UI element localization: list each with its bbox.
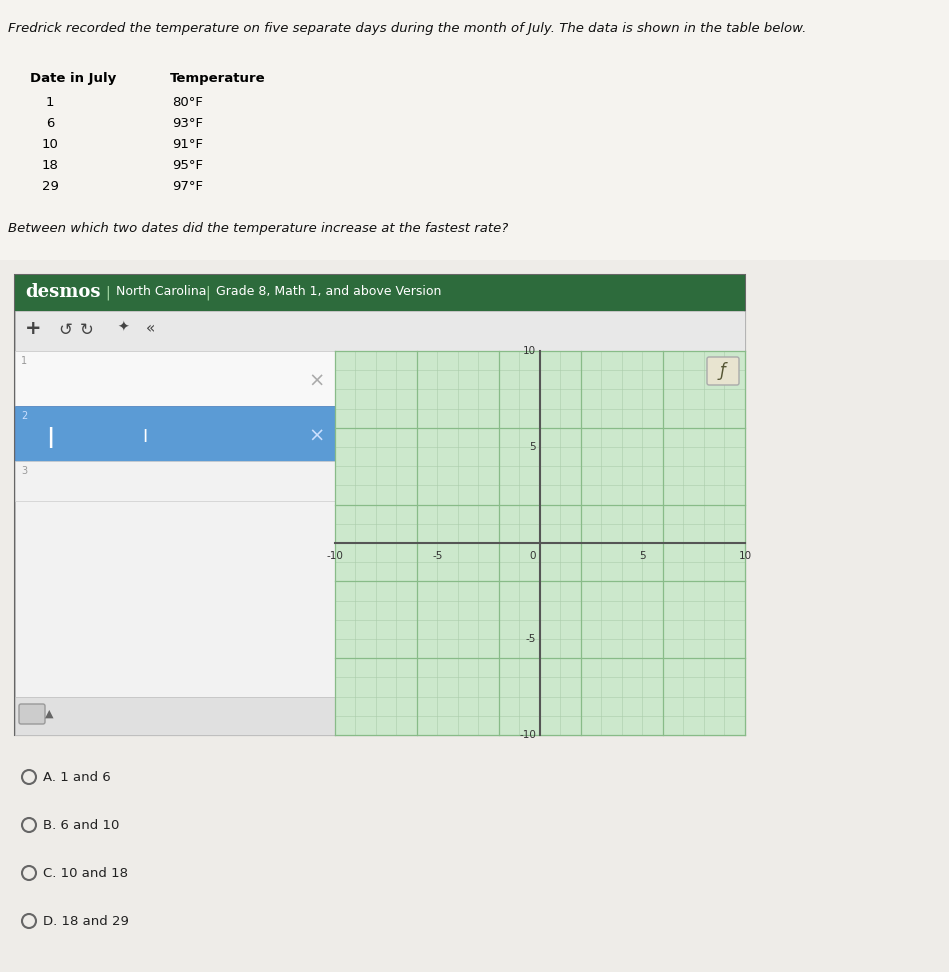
Text: «: « — [146, 321, 156, 336]
Text: 10: 10 — [523, 346, 536, 356]
Text: 29: 29 — [42, 180, 59, 193]
Text: ↺: ↺ — [58, 321, 72, 339]
Text: 10: 10 — [42, 138, 59, 151]
Text: -10: -10 — [519, 730, 536, 740]
Text: 3: 3 — [21, 466, 28, 476]
Text: ×: × — [308, 372, 326, 391]
Bar — [15, 275, 745, 311]
Bar — [15, 351, 335, 406]
FancyBboxPatch shape — [707, 357, 739, 385]
Text: 93°F: 93°F — [173, 117, 203, 130]
Bar — [15, 311, 745, 351]
Text: +: + — [25, 319, 41, 338]
Text: 1: 1 — [46, 96, 54, 109]
Text: 6: 6 — [46, 117, 54, 130]
Text: -10: -10 — [326, 551, 344, 561]
Text: 18: 18 — [42, 159, 59, 172]
Text: D. 18 and 29: D. 18 and 29 — [43, 915, 129, 927]
Text: A. 1 and 6: A. 1 and 6 — [43, 771, 111, 783]
Text: 5: 5 — [530, 442, 536, 452]
Bar — [0, 0, 949, 260]
Bar — [15, 406, 335, 461]
Text: C. 10 and 18: C. 10 and 18 — [43, 866, 128, 880]
Text: ↻: ↻ — [80, 321, 94, 339]
Bar — [15, 461, 335, 501]
Text: ✦: ✦ — [117, 321, 129, 335]
FancyBboxPatch shape — [19, 704, 45, 724]
Text: Temperature: Temperature — [170, 72, 266, 85]
Text: -5: -5 — [433, 551, 442, 561]
Text: ×: × — [308, 427, 326, 446]
Text: 5: 5 — [640, 551, 646, 561]
Text: 97°F: 97°F — [173, 180, 203, 193]
Text: I: I — [142, 428, 148, 446]
Text: |: | — [46, 427, 54, 448]
Text: 10: 10 — [738, 551, 752, 561]
Text: 2: 2 — [21, 411, 28, 421]
Text: 1: 1 — [21, 356, 28, 366]
Bar — [335, 351, 745, 735]
Text: B. 6 and 10: B. 6 and 10 — [43, 818, 120, 831]
Text: Between which two dates did the temperature increase at the fastest rate?: Between which two dates did the temperat… — [8, 222, 509, 235]
Text: 80°F: 80°F — [173, 96, 203, 109]
Text: |: | — [105, 285, 110, 299]
Text: -5: -5 — [526, 634, 536, 644]
Text: 91°F: 91°F — [173, 138, 203, 151]
Bar — [15, 275, 745, 735]
Text: 0: 0 — [530, 551, 536, 561]
Text: ƒ: ƒ — [720, 362, 726, 380]
Text: Fredrick recorded the temperature on five separate days during the month of July: Fredrick recorded the temperature on fiv… — [8, 22, 807, 35]
Text: Grade 8, Math 1, and above Version: Grade 8, Math 1, and above Version — [216, 285, 441, 298]
Text: 95°F: 95°F — [173, 159, 203, 172]
Bar — [15, 697, 335, 735]
Text: ▲: ▲ — [45, 709, 53, 719]
Bar — [15, 351, 335, 735]
Text: North Carolina: North Carolina — [116, 285, 207, 298]
Text: Date in July: Date in July — [30, 72, 116, 85]
Text: desmos: desmos — [25, 283, 101, 301]
Text: |: | — [205, 285, 210, 299]
